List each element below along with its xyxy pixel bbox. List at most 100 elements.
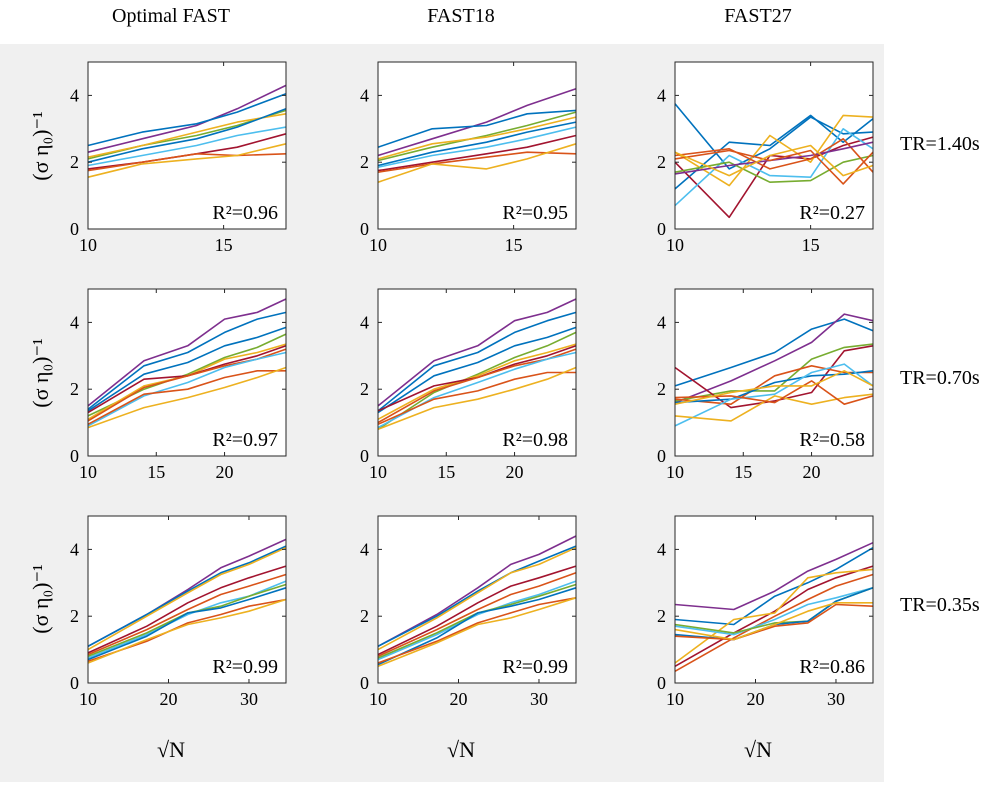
x-tick-label: 10 bbox=[666, 689, 684, 709]
subplot-r2-c1: 10 15 20 0 2 4 R²=0.97 bbox=[70, 288, 287, 482]
series-line-9 bbox=[377, 371, 576, 426]
series-line-2 bbox=[377, 311, 577, 412]
y-tick-label: 2 bbox=[70, 152, 79, 172]
column-title-optimal-fast: Optimal FAST bbox=[112, 5, 230, 27]
series-line-9 bbox=[87, 143, 287, 178]
plot-area bbox=[88, 62, 286, 229]
x-tick-label: 20 bbox=[449, 689, 467, 709]
plot-area bbox=[88, 289, 286, 456]
plot-area bbox=[378, 289, 576, 456]
subplot-r3-c3: 10 20 30 0 2 4 R²=0.86 bbox=[657, 515, 874, 709]
series-line-4 bbox=[87, 113, 287, 158]
series-line-7 bbox=[377, 134, 577, 172]
series-line-7 bbox=[377, 583, 577, 659]
series-line-6 bbox=[377, 126, 577, 168]
x-tick-label: 30 bbox=[827, 689, 845, 709]
y-tick-label: 0 bbox=[70, 219, 79, 239]
subplot-grid: 10 15 0 2 4 R²=0.96 10 15 0 2 4 R²=0.95 10 15 0 2 4 R²=0.… bbox=[70, 61, 874, 709]
column-title-fast18: FAST18 bbox=[427, 5, 494, 27]
series-line-1 bbox=[674, 541, 874, 611]
axes-frame bbox=[674, 288, 874, 457]
subplot-r1-c3: 10 15 0 2 4 R²=0.27 bbox=[657, 61, 874, 255]
y-tick-label: 4 bbox=[70, 539, 79, 559]
y-tick-label: 0 bbox=[657, 673, 666, 693]
row-label-tr-0-35: TR=0.35s bbox=[900, 594, 980, 616]
axes-frame bbox=[377, 515, 577, 684]
y-tick-label: 4 bbox=[657, 539, 666, 559]
series-line-8 bbox=[87, 351, 287, 427]
series-line-5 bbox=[377, 121, 577, 167]
x-tick-label: 10 bbox=[666, 462, 684, 482]
axes-frame bbox=[377, 288, 577, 457]
series-line-3 bbox=[674, 343, 874, 402]
series-line-6 bbox=[674, 587, 874, 636]
series-line-4 bbox=[674, 345, 874, 409]
series-line-2 bbox=[674, 313, 874, 404]
x-tick-label: 20 bbox=[746, 689, 764, 709]
x-tick-label: 10 bbox=[79, 462, 97, 482]
x-tick-label: 20 bbox=[159, 689, 177, 709]
series-line-7 bbox=[87, 583, 287, 658]
y-tick-label: 4 bbox=[360, 85, 369, 105]
series-line-10 bbox=[377, 366, 577, 431]
r-squared-label: R²=0.99 bbox=[212, 656, 278, 678]
series-line-5 bbox=[87, 343, 287, 420]
series-line-3 bbox=[377, 326, 577, 414]
axes-frame bbox=[377, 61, 577, 230]
y-tick-label: 0 bbox=[360, 446, 369, 466]
series-line-10 bbox=[674, 369, 874, 405]
y-tick-label: 4 bbox=[70, 312, 79, 332]
y-tick-label: 2 bbox=[360, 152, 369, 172]
series-line-4 bbox=[87, 565, 287, 654]
x-tick-label: 15 bbox=[215, 235, 233, 255]
y-axis-label-row-3: (σ η₀)⁻¹ bbox=[28, 564, 53, 633]
series-line-2 bbox=[87, 92, 287, 147]
y-tick-label: 0 bbox=[70, 673, 79, 693]
series-line-1 bbox=[674, 318, 874, 387]
plot-area bbox=[88, 516, 286, 683]
series-line-7 bbox=[674, 138, 874, 173]
r-squared-label: R²=0.27 bbox=[799, 202, 865, 224]
series-line-5 bbox=[87, 573, 287, 656]
series-line-6 bbox=[674, 154, 874, 183]
series-line-3 bbox=[377, 111, 577, 162]
y-tick-label: 2 bbox=[657, 606, 666, 626]
x-tick-label: 10 bbox=[79, 235, 97, 255]
series-line-8 bbox=[377, 151, 577, 173]
plot-area bbox=[378, 516, 576, 683]
series-line-1 bbox=[87, 298, 287, 407]
y-tick-label: 4 bbox=[360, 539, 369, 559]
y-tick-label: 4 bbox=[70, 85, 79, 105]
series-line-8 bbox=[87, 587, 287, 661]
x-axis-label-col-2: √N bbox=[447, 737, 475, 762]
x-tick-label: 20 bbox=[216, 462, 234, 482]
x-tick-label: 15 bbox=[437, 462, 455, 482]
series-line-9 bbox=[674, 149, 874, 185]
series-line-6 bbox=[87, 126, 287, 167]
r-squared-label: R²=0.99 bbox=[502, 656, 568, 678]
series-line-9 bbox=[674, 603, 874, 641]
series-line-4 bbox=[377, 565, 577, 656]
axes-frame bbox=[87, 515, 287, 684]
series-line-10 bbox=[87, 366, 287, 429]
column-title-fast27: FAST27 bbox=[724, 5, 791, 27]
subplot-r3-c1: 10 20 30 0 2 4 R²=0.99 bbox=[70, 515, 287, 709]
subplot-r1-c2: 10 15 0 2 4 R²=0.95 bbox=[360, 61, 577, 255]
series-line-1 bbox=[377, 298, 577, 407]
x-tick-label: 30 bbox=[240, 689, 258, 709]
series-line-5 bbox=[87, 108, 287, 163]
series-line-9 bbox=[377, 597, 577, 664]
series-line-8 bbox=[674, 141, 874, 175]
series-line-8 bbox=[87, 153, 287, 172]
axes-frame bbox=[674, 515, 874, 684]
x-tick-label: 10 bbox=[666, 235, 684, 255]
r-squared-label: R²=0.97 bbox=[212, 429, 278, 451]
axes-frame bbox=[87, 61, 287, 230]
series-line-7 bbox=[674, 363, 874, 427]
r-squared-label: R²=0.98 bbox=[502, 429, 568, 451]
series-line-9 bbox=[87, 598, 287, 663]
series-line-2 bbox=[674, 547, 874, 626]
series-line-10 bbox=[674, 144, 874, 177]
